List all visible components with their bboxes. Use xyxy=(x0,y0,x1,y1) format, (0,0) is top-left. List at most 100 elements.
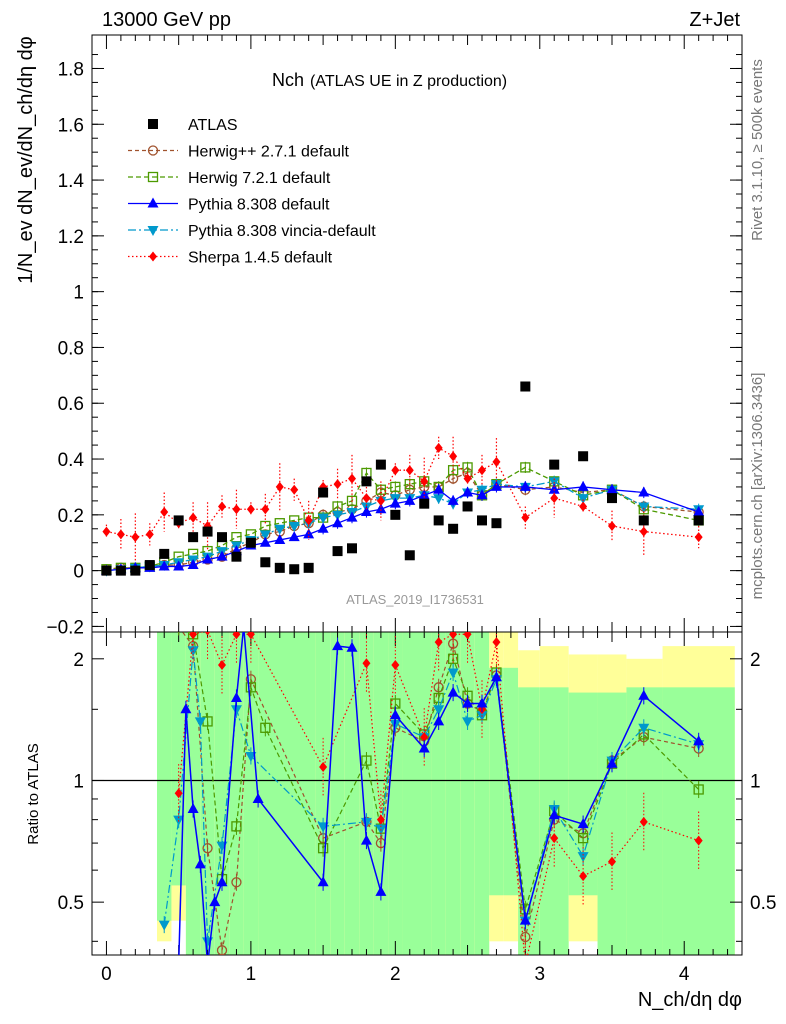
point-atlas xyxy=(433,515,444,526)
point-vincia xyxy=(317,513,329,524)
ratio-point-vincia xyxy=(389,719,401,730)
analysis-watermark: ATLAS_2019_I1736531 xyxy=(346,592,484,607)
point-pythia xyxy=(389,497,401,508)
point-atlas xyxy=(607,493,617,504)
y-tick-label: 0.6 xyxy=(58,394,84,415)
ratio-point-pythia xyxy=(433,715,445,726)
legend-marker-herwig7 xyxy=(147,171,159,183)
ratio-point-pythia xyxy=(180,703,192,714)
ratio-point-herwig7 xyxy=(361,755,372,766)
point-sherpa xyxy=(376,495,385,506)
ratio-point-herwig7 xyxy=(693,784,704,795)
point-pythia xyxy=(519,480,531,491)
point-atlas xyxy=(144,560,155,571)
point-sherpa xyxy=(304,515,313,526)
ratio-series xyxy=(158,621,705,969)
ratio-point-vincia xyxy=(317,822,329,833)
ratio-plot-frame xyxy=(91,631,743,956)
ratio-point-sherpa xyxy=(391,660,400,671)
legend-label-atlas: ATLAS xyxy=(188,117,238,134)
point-atlas xyxy=(638,515,649,526)
point-vincia xyxy=(577,494,589,505)
point-herwig7 xyxy=(520,462,531,473)
plot-title-main: Nch xyxy=(272,70,304,90)
ratio-point-sherpa xyxy=(449,632,458,640)
y-tick-label: 0 xyxy=(73,562,84,583)
point-pythia xyxy=(375,503,387,514)
legend-label-sherpa: Sherpa 1.4.5 default xyxy=(188,250,333,267)
legend-label-pythia: Pythia 8.308 default xyxy=(188,197,330,214)
mcplots-label: mcplots.cern.ch [arXiv:1306.3436] xyxy=(749,373,766,600)
point-atlas xyxy=(303,562,314,573)
point-pythia xyxy=(317,522,329,533)
ratio-point-vincia xyxy=(194,717,206,728)
rivet-version-label: Rivet 3.1.10, ≥ 500k events xyxy=(749,59,766,241)
point-atlas xyxy=(202,526,213,537)
ratio-error-bands xyxy=(157,632,735,955)
point-sherpa xyxy=(290,484,299,495)
point-sherpa xyxy=(218,501,226,512)
ratio-point-vincia xyxy=(447,668,459,679)
band-inner xyxy=(388,632,403,955)
band-inner xyxy=(597,692,627,955)
ratio-point-sherpa xyxy=(189,632,198,640)
point-sherpa xyxy=(579,501,588,512)
ratio-point-pythia xyxy=(332,640,344,651)
ratio-point-pythia xyxy=(209,896,221,907)
point-atlas xyxy=(332,546,343,557)
legend-label-herwigpp: Herwig++ 2.7.1 default xyxy=(188,144,350,161)
point-pythia xyxy=(187,559,199,570)
point-atlas xyxy=(231,551,242,562)
ratio-point-herwig7 xyxy=(577,832,589,844)
ratio-point-herwigpp xyxy=(216,945,228,955)
point-atlas xyxy=(404,550,415,561)
x-tick-label: 4 xyxy=(679,964,690,985)
ratio-point-pythia xyxy=(238,621,249,631)
point-pythia xyxy=(216,550,228,561)
ratio-point-herwig7 xyxy=(260,722,271,733)
legend-marker-sherpa xyxy=(149,251,157,262)
point-pythia xyxy=(173,560,185,571)
point-sherpa xyxy=(275,481,284,492)
point-atlas xyxy=(375,459,386,470)
point-atlas xyxy=(578,451,589,462)
ratio-line-pythia xyxy=(178,632,700,955)
ratio-point-sherpa xyxy=(463,632,472,640)
ratio-point-pythia xyxy=(447,686,459,697)
point-pythia xyxy=(274,533,286,544)
point-vincia xyxy=(332,510,344,521)
point-sherpa xyxy=(348,473,356,484)
ratio-point-pythia xyxy=(577,818,589,829)
point-atlas xyxy=(347,543,357,554)
ratio-point-sherpa xyxy=(376,814,385,825)
ratio-point-pythia xyxy=(202,959,213,969)
point-sherpa xyxy=(449,451,458,462)
point-sherpa xyxy=(492,456,501,467)
band-inner xyxy=(315,632,331,955)
ratio-point-pythia xyxy=(194,858,206,869)
point-atlas xyxy=(289,564,300,575)
ratio-point-sherpa xyxy=(694,835,703,846)
ratio-point-herwig7 xyxy=(317,843,329,854)
ratio-point-pythia xyxy=(490,671,502,682)
point-pythia xyxy=(288,531,300,542)
ratio-point-pythia xyxy=(389,709,401,720)
band-inner xyxy=(359,632,374,955)
ratio-tick-label: 2 xyxy=(73,650,84,671)
main-series xyxy=(100,381,705,577)
ratio-point-herwig7 xyxy=(231,821,242,832)
point-atlas xyxy=(159,548,170,559)
y-tick-label: 1.2 xyxy=(58,227,84,248)
point-atlas xyxy=(419,498,430,509)
band-inner xyxy=(460,632,475,955)
band-inner xyxy=(229,632,244,955)
legend-marker-herwigpp xyxy=(147,145,159,156)
point-atlas xyxy=(274,562,285,573)
point-atlas xyxy=(188,532,199,543)
point-sherpa xyxy=(131,532,140,543)
point-pythia xyxy=(360,506,372,517)
point-sherpa xyxy=(478,465,486,476)
ratio-tick-label: 0.5 xyxy=(58,893,84,914)
point-pythia xyxy=(638,486,650,497)
ratio-point-pythia xyxy=(418,742,430,753)
